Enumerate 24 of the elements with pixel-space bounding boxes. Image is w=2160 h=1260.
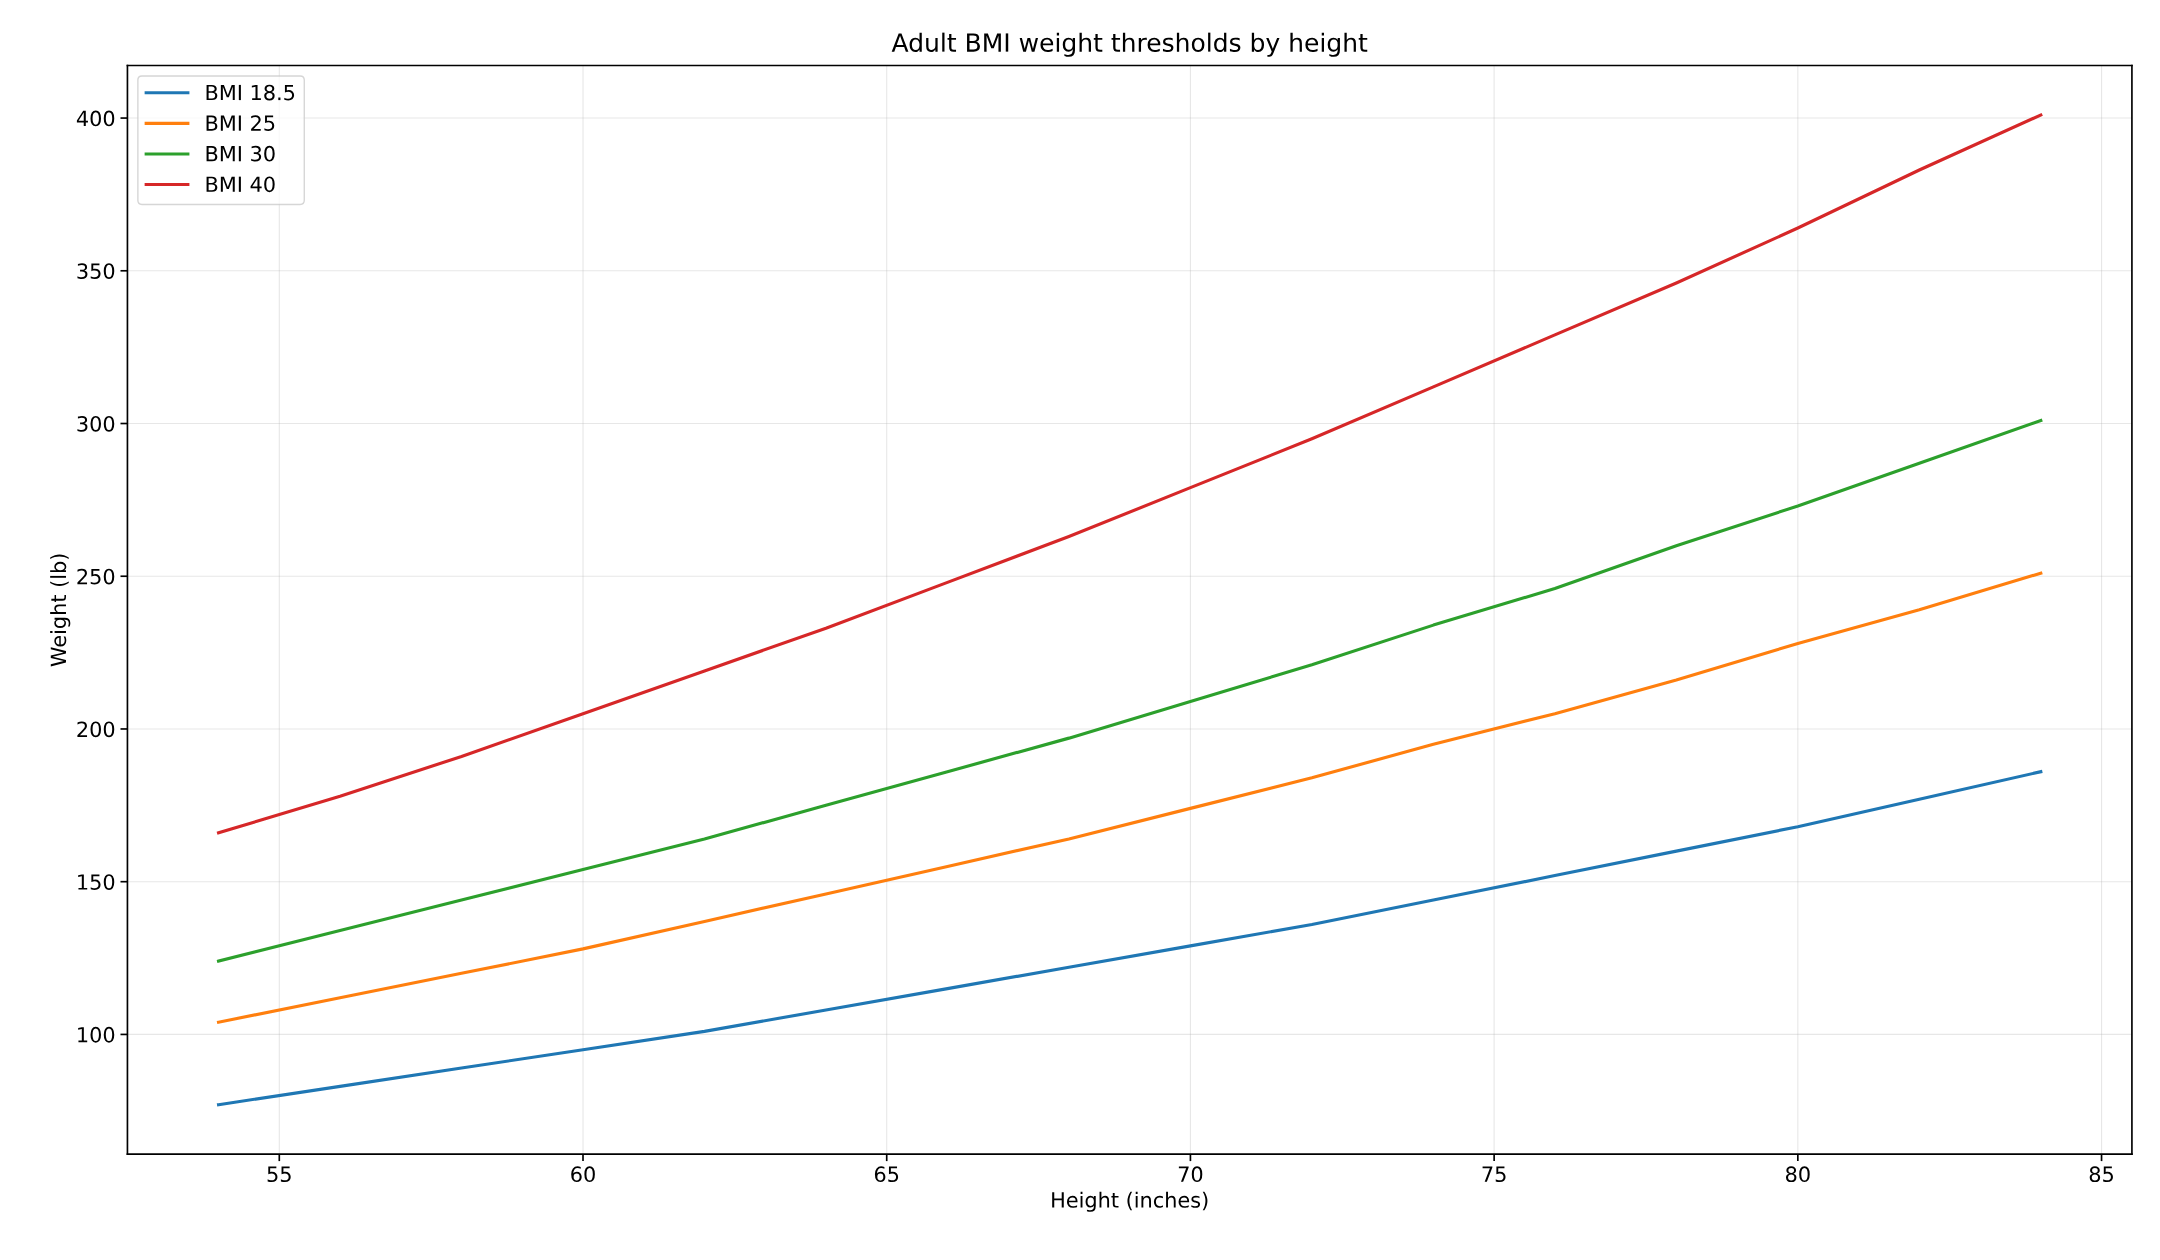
y-tick-label: 100 (78, 1026, 115, 1043)
line-series (216, 571, 2043, 1024)
y-tick-label: 150 (78, 874, 115, 890)
x-tick-label: 55 (267, 1166, 291, 1183)
x-tick-label: 65 (874, 1166, 899, 1183)
y-tick-label: 350 (77, 263, 115, 279)
x-tick-label: 85 (2089, 1166, 2113, 1183)
x-tick-label: 75 (1482, 1166, 1506, 1183)
x-tick-label: 70 (1178, 1166, 1203, 1183)
legend-label: BMI 30 (206, 145, 275, 162)
legend-label: BMI 18.5 (206, 84, 295, 101)
line-series (216, 418, 2043, 963)
y-axis-title: Weight (lb) (50, 554, 71, 667)
y-tick-label: 400 (76, 110, 115, 127)
y-tick-label: 300 (77, 415, 115, 432)
legend-label: BMI 25 (206, 115, 275, 131)
x-tick-label: 60 (571, 1166, 595, 1183)
x-axis-title: Height (inches) (1052, 1191, 1208, 1212)
y-tick-label: 200 (77, 721, 115, 738)
x-tick-label: 80 (1786, 1166, 1810, 1183)
line-series (216, 770, 2043, 1107)
legend-label: BMI 40 (206, 176, 275, 193)
y-tick-label: 250 (77, 568, 115, 585)
chart-title: Adult BMI weight thresholds by height (891, 32, 1368, 57)
